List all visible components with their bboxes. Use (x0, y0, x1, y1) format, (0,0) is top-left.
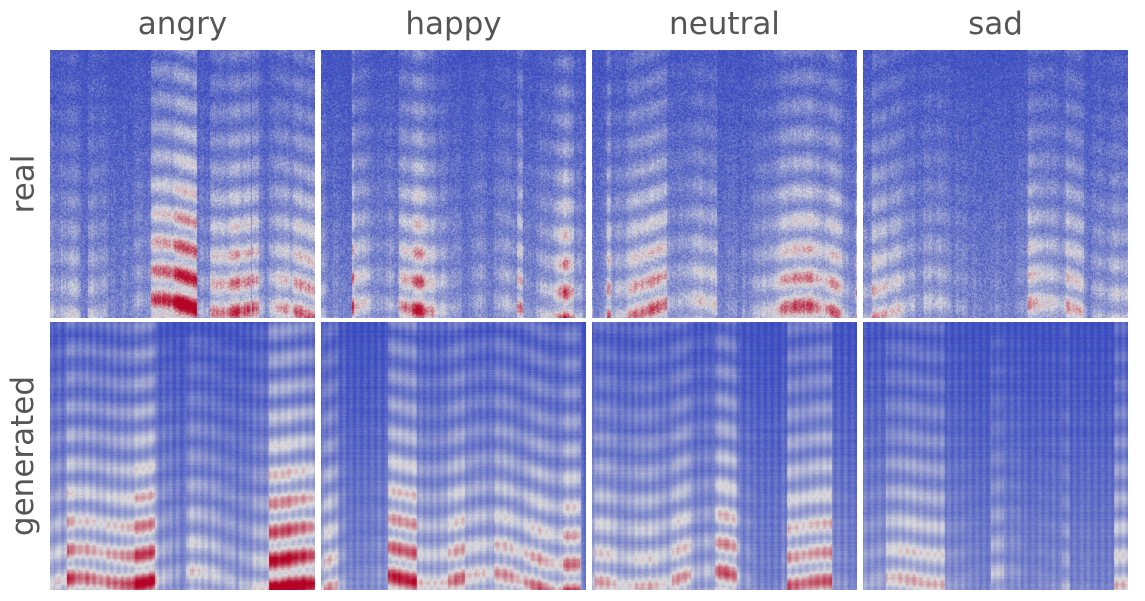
spectrogram-real-sad (863, 50, 1128, 318)
spectrogram-generated-neutral (592, 322, 857, 590)
row-label-real: real (5, 154, 41, 214)
column-title-angry: angry (137, 6, 228, 42)
column-title-happy: happy (405, 6, 502, 42)
spectrogram-generated-angry (50, 322, 315, 590)
row-title-real: real (0, 50, 46, 318)
row-label-generated: generated (5, 375, 41, 537)
spectrogram-generated-sad (863, 322, 1128, 590)
spectrogram-real-angry (50, 50, 315, 318)
column-title-sad: sad (968, 6, 1023, 42)
row-title-generated: generated (0, 322, 46, 590)
spectrogram-real-neutral (592, 50, 857, 318)
spectrogram-real-happy (321, 50, 586, 318)
column-title-neutral: neutral (669, 6, 780, 42)
spectrogram-generated-happy (321, 322, 586, 590)
